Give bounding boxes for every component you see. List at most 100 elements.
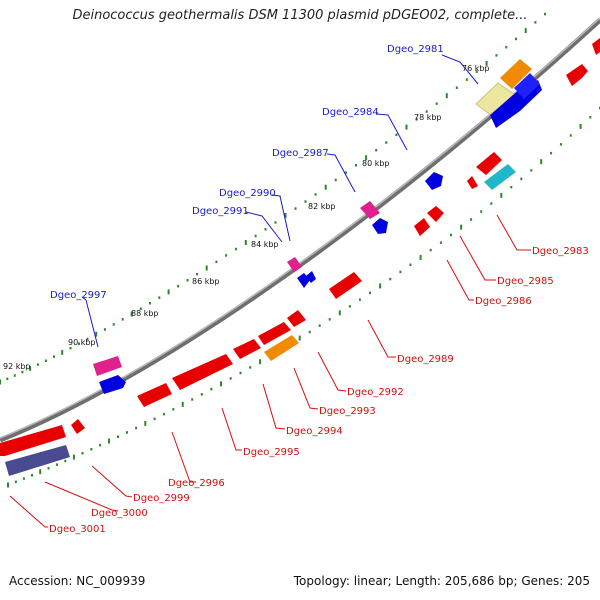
gene-pink-90[interactable] (93, 356, 122, 376)
tick-dot (69, 346, 72, 350)
label-dgeo-2983[interactable]: Dgeo_2983 (532, 246, 589, 257)
leader-dgeo-2981 (441, 54, 479, 85)
tick-dot (244, 240, 247, 245)
tick-dot (495, 54, 498, 57)
tick-dot (259, 359, 262, 365)
tick-dot (181, 401, 184, 407)
tick-dot (589, 116, 592, 119)
tick-dot (544, 12, 546, 16)
tick-dot (439, 241, 442, 244)
tick-dot (103, 328, 106, 331)
tick-dot (505, 45, 508, 49)
tick-dot (480, 210, 483, 213)
gene-red-91[interactable] (137, 383, 172, 407)
gene-pink-84[interactable] (287, 257, 302, 272)
tick-dot (6, 377, 9, 381)
gene-orange-76[interactable] (500, 59, 532, 89)
tick-dot (515, 37, 517, 41)
tick-label-76: 76 kbp (462, 64, 490, 73)
gene-red-94[interactable] (0, 425, 66, 456)
gene-red-88b[interactable] (258, 322, 291, 345)
tick-dot (530, 169, 533, 172)
tick-dot (99, 443, 102, 447)
label-dgeo-2985[interactable]: Dgeo_2985 (497, 276, 554, 287)
gene-blue-76b[interactable] (514, 73, 540, 99)
label-dgeo-2996[interactable]: Dgeo_2996 (168, 478, 225, 489)
tick-dot (200, 393, 203, 396)
label-dgeo-3000[interactable]: Dgeo_3000 (91, 508, 148, 519)
label-dgeo-2991[interactable]: Dgeo_2991 (192, 206, 249, 217)
tick-dot (225, 254, 228, 257)
gene-red-74[interactable] (592, 38, 600, 55)
label-dgeo-2986[interactable]: Dgeo_2986 (475, 296, 532, 307)
tick-dot (485, 60, 488, 66)
label-dgeo-3001[interactable]: Dgeo_3001 (49, 524, 106, 535)
tick-dot (399, 270, 402, 274)
label-dgeo-2995[interactable]: Dgeo_2995 (243, 447, 300, 458)
label-dgeo-2990[interactable]: Dgeo_2990 (219, 188, 276, 199)
label-dgeo-2993[interactable]: Dgeo_2993 (319, 406, 376, 417)
tick-dot (78, 342, 80, 345)
label-dgeo-2981[interactable]: Dgeo_2981 (387, 44, 444, 55)
tick-dot (379, 283, 382, 289)
gene-blue-80[interactable] (425, 172, 443, 190)
tick-dot (158, 296, 161, 299)
label-dgeo-2992[interactable]: Dgeo_2992 (347, 387, 404, 398)
gene-pink-82[interactable] (360, 201, 380, 219)
tick-dot (500, 192, 503, 198)
tick-dot (86, 337, 89, 341)
gene-slate-94[interactable] (5, 445, 70, 476)
label-dgeo-2999[interactable]: Dgeo_2999 (133, 493, 190, 504)
gene-red-79b[interactable] (467, 176, 478, 189)
tick-dot (229, 377, 232, 380)
map-title: Deinococcus geothermalis DSM 11300 plasm… (72, 8, 528, 23)
gene-red-82a[interactable] (427, 206, 444, 222)
tick-dot (334, 178, 337, 182)
tick-dot (215, 260, 218, 264)
tick-dot (264, 228, 267, 231)
tick-dot (304, 200, 307, 203)
gene-red-86[interactable] (329, 272, 362, 299)
gene-orange-88[interactable] (264, 335, 299, 361)
gene-red-93[interactable] (71, 419, 85, 434)
gene-red-89[interactable] (233, 339, 261, 359)
tick-dot (29, 365, 32, 371)
gene-red-88a[interactable] (287, 310, 306, 327)
gene-red-82b[interactable] (414, 218, 430, 236)
tick-dot (324, 184, 327, 190)
tick-dot (314, 193, 317, 196)
tick-dot (369, 291, 371, 295)
tick-dot (435, 102, 438, 105)
gene-red-79a[interactable] (476, 152, 502, 175)
leader-dgeo-2999 (91, 465, 133, 498)
tick-dot (520, 177, 523, 181)
tick-dot (429, 248, 432, 252)
tick-dot (130, 311, 133, 317)
tick-dot (135, 426, 138, 430)
gene-red-75[interactable] (566, 64, 588, 86)
leader-dgeo-2992 (317, 351, 347, 392)
gene-blue-82[interactable] (372, 218, 388, 234)
gene-cyan-79[interactable] (484, 164, 516, 190)
label-dgeo-2989[interactable]: Dgeo_2989 (397, 354, 454, 365)
leader-dgeo-2994 (262, 383, 286, 430)
gene-red-90a[interactable] (172, 354, 233, 390)
tick-dot (162, 412, 165, 416)
leader-dgeo-2987 (326, 153, 356, 193)
leader-dgeo-2993 (293, 367, 319, 410)
label-dgeo-2994[interactable]: Dgeo_2994 (286, 426, 343, 437)
tick-dot (191, 398, 194, 401)
tick-dot (13, 374, 16, 377)
label-dgeo-2984[interactable]: Dgeo_2984 (322, 107, 379, 118)
tick-dot (348, 305, 351, 308)
tick-dot (559, 143, 562, 146)
gene-blue-84b[interactable] (306, 271, 316, 283)
label-dgeo-2987[interactable]: Dgeo_2987 (272, 148, 329, 159)
tick-dot (121, 318, 124, 321)
upper-strand-genes (93, 59, 542, 394)
gene-blue-90[interactable] (99, 375, 126, 394)
tick-dot (254, 234, 257, 238)
tick-dot (298, 335, 301, 341)
gene-pale-yellow-76[interactable] (475, 82, 515, 117)
label-dgeo-2997[interactable]: Dgeo_2997 (50, 290, 107, 301)
